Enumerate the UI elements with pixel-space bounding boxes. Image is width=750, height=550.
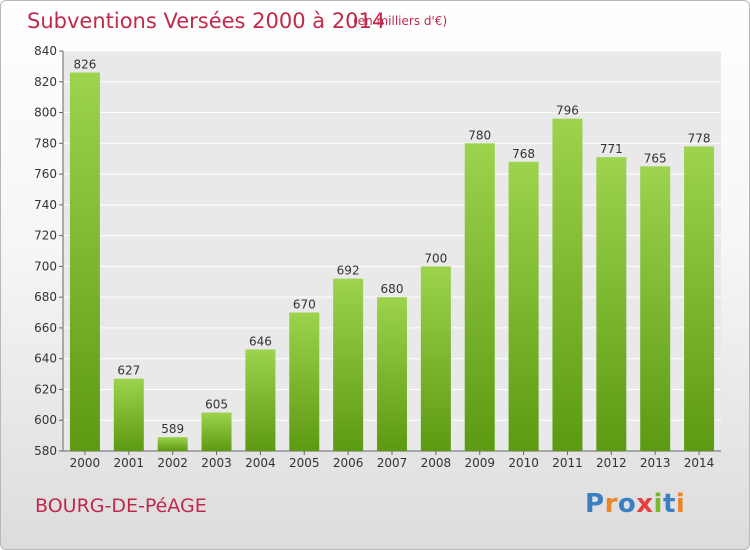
bar: [464, 143, 495, 452]
x-tick-label: 2000: [70, 456, 101, 470]
value-label: 646: [249, 334, 272, 348]
logo-letter: x: [636, 489, 654, 519]
y-tick-label: 780: [34, 136, 57, 150]
value-label: 765: [644, 151, 667, 165]
value-label: 627: [117, 364, 140, 378]
bar: [245, 349, 276, 451]
x-tick-label: 2014: [684, 456, 715, 470]
logo-letter: i: [653, 489, 663, 519]
x-tick-label: 2004: [245, 456, 276, 470]
value-label: 670: [293, 298, 316, 312]
x-tick-label: 2005: [289, 456, 320, 470]
bar: [377, 297, 407, 451]
x-tick-label: 2003: [201, 456, 232, 470]
x-tick-label: 2007: [377, 456, 408, 470]
value-label: 680: [381, 282, 404, 296]
y-tick-label: 640: [34, 352, 57, 366]
x-tick-label: 2008: [421, 456, 452, 470]
x-tick-label: 2012: [596, 456, 627, 470]
y-tick-label: 720: [34, 229, 57, 243]
chart-subtitle: (en milliers d'€): [353, 14, 448, 28]
bar: [640, 166, 671, 451]
y-tick-label: 660: [34, 321, 57, 335]
value-label: 589: [161, 422, 184, 436]
y-tick-label: 620: [34, 382, 57, 396]
logo-letter: t: [662, 489, 676, 519]
bar: [420, 266, 451, 451]
x-tick-label: 2009: [464, 456, 495, 470]
value-label: 692: [337, 264, 360, 278]
y-tick-label: 760: [34, 167, 57, 181]
value-label: 778: [688, 131, 711, 145]
y-tick-label: 840: [34, 44, 57, 58]
proxiti-logo: Proxiti: [585, 489, 685, 519]
x-tick-label: 2002: [157, 456, 188, 470]
value-label: 826: [73, 58, 96, 72]
value-label: 780: [468, 128, 491, 142]
value-label: 771: [600, 142, 623, 156]
value-label: 700: [424, 251, 447, 265]
bar: [596, 157, 627, 451]
bar: [333, 278, 364, 451]
bar: [69, 72, 100, 452]
value-label: 605: [205, 398, 228, 412]
y-tick-label: 800: [34, 106, 57, 120]
y-tick-label: 820: [34, 75, 57, 89]
x-tick-label: 2013: [640, 456, 671, 470]
logo-letter: i: [675, 489, 686, 519]
city-name: BOURG-DE-PéAGE: [35, 495, 207, 517]
logo-letter: o: [617, 489, 637, 519]
y-tick-label: 580: [34, 444, 57, 458]
bar: [684, 146, 715, 451]
bar: [289, 312, 320, 451]
bar: [157, 437, 188, 451]
bar: [552, 118, 583, 451]
y-tick-label: 600: [34, 413, 57, 427]
bar: [201, 412, 232, 451]
logo-letter: P: [585, 489, 605, 519]
value-label: 796: [556, 104, 579, 118]
value-label: 768: [512, 147, 535, 161]
x-tick-label: 2001: [114, 456, 145, 470]
chart-title: Subventions Versées 2000 à 2014: [27, 9, 386, 33]
y-tick-label: 740: [34, 198, 57, 212]
x-tick-label: 2006: [333, 456, 364, 470]
y-tick-label: 700: [34, 259, 57, 273]
x-tick-label: 2011: [552, 456, 583, 470]
logo-letter: r: [604, 489, 618, 519]
x-tick-label: 2010: [508, 456, 539, 470]
bar: [113, 378, 144, 451]
bar: [508, 161, 539, 451]
y-tick-label: 680: [34, 290, 57, 304]
